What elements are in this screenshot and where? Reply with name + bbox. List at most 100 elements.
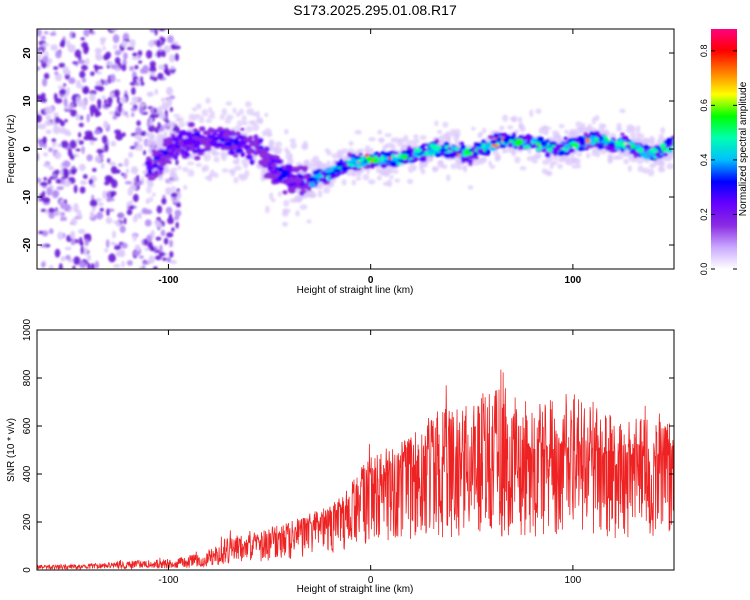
spectrogram-cell <box>157 173 164 181</box>
spectrogram-cell <box>641 138 648 145</box>
spectrogram-cell <box>378 137 385 144</box>
spectrogram-cell <box>629 132 637 140</box>
spectrogram-cell <box>60 202 64 210</box>
spectrogram-cell <box>442 121 449 128</box>
spectrogram-cell <box>124 181 133 185</box>
spectrogram-cell <box>576 152 583 157</box>
spectrogram-cell <box>37 29 42 37</box>
spectrogram-cell <box>454 133 461 139</box>
spectrogram-cell <box>333 168 342 173</box>
spectrogram-cell <box>69 103 74 109</box>
spectrogram-cell <box>195 163 203 167</box>
spectrogram-cell <box>467 155 476 159</box>
spectrogram-cell <box>124 111 128 116</box>
spectrogram-cell <box>203 164 210 172</box>
spectrogram-cell <box>193 145 201 149</box>
spectrogram-cell <box>131 96 139 103</box>
spectrogram-cell <box>83 135 90 141</box>
spectrogram-cell <box>119 225 126 233</box>
spectrogram-cell <box>277 191 282 197</box>
spectrogram-cell <box>76 96 80 105</box>
spectrogram-cell <box>600 139 608 144</box>
spectrogram-cell <box>75 148 81 152</box>
spectrogram-cell <box>153 39 157 46</box>
spectrogram-cell <box>668 151 674 160</box>
spectrogram-cell <box>209 128 216 133</box>
spectrogram-cell <box>336 162 343 168</box>
spectrogram-cell <box>52 173 57 179</box>
spectrogram-cell <box>155 236 162 241</box>
spectrogram-cell <box>337 171 346 175</box>
spectrogram-cell <box>141 265 146 269</box>
spectrogram-cell <box>42 43 50 47</box>
spectrogram-cell <box>127 187 133 196</box>
spectrogram-cell <box>661 147 666 151</box>
spectrogram-cell <box>154 29 158 36</box>
spectrogram-cell <box>292 166 300 171</box>
spectrogram-cell <box>69 139 77 149</box>
spectrogram-cell <box>258 159 264 166</box>
spectrogram-cell <box>102 46 106 51</box>
spectrogram-cell <box>83 247 89 256</box>
spectrogram-cell <box>559 150 565 155</box>
spectrogram-cell <box>531 154 540 160</box>
spectrogram-cell <box>121 40 128 47</box>
spectrogram-cell <box>392 169 399 174</box>
spectrogram-cell <box>89 93 96 102</box>
spectrogram-cell <box>284 147 289 153</box>
spectrogram-cell <box>184 140 190 145</box>
spectrogram-cell <box>419 160 427 168</box>
spectrogram-cell <box>488 160 493 167</box>
spectrogram-cell <box>251 142 260 147</box>
spectrogram-cell <box>37 152 40 162</box>
spectrogram-cell <box>245 125 253 133</box>
spectrogram-cell <box>203 153 211 162</box>
spectrogram-cell <box>660 127 666 134</box>
spectrogram-cell <box>445 131 451 137</box>
spectrogram-cell <box>439 148 448 153</box>
spectrogram-cell <box>63 216 67 222</box>
spectrogram-cell <box>446 174 451 182</box>
spectrogram-cell <box>376 175 382 181</box>
spectrogram-cell <box>323 186 331 194</box>
spectrogram-cell <box>642 167 650 174</box>
spectrogram-cell <box>393 137 399 143</box>
spectrogram-cell <box>69 31 74 39</box>
spectrogram-cell <box>53 93 58 101</box>
spectrogram-cell <box>48 211 55 219</box>
snr-y-tick-label: 1000 <box>22 318 33 341</box>
spectrogram-cell <box>421 143 429 147</box>
spectrogram-cell <box>110 241 116 246</box>
spectrogram-cell <box>471 126 476 131</box>
spectrogram-cell <box>450 163 457 170</box>
spectrogram-cell <box>570 141 576 145</box>
spectrogram-cell <box>348 163 356 167</box>
spectrogram-cell <box>289 158 294 164</box>
spectrogram-cell <box>169 54 175 63</box>
spectrogram-cell <box>665 140 671 146</box>
spectrogram-cell <box>541 129 548 135</box>
spectrogram-cell <box>103 143 109 153</box>
colorbar-tick-label: 0.4 <box>699 154 709 167</box>
spectrogram-cell <box>240 127 245 131</box>
spectrogram-cell <box>72 265 76 269</box>
spectrogram-cell <box>623 158 630 165</box>
spectrogram-cell <box>195 103 202 110</box>
spectrogram-cell <box>161 197 167 205</box>
spectrogram-cell <box>263 152 271 157</box>
spectrogram-cell <box>453 147 460 151</box>
spectrogram-cell <box>149 60 156 68</box>
spectrogram-cell <box>461 159 466 163</box>
spectrogram-cell <box>486 148 491 155</box>
snr-y-label: SNR (10 * v/v) <box>6 418 17 482</box>
spectrogram-cell <box>165 206 173 215</box>
spectrogram-cell <box>152 163 159 168</box>
spectrogram-cell <box>630 150 636 155</box>
spectrogram-cell <box>224 141 233 147</box>
spectrogram-cell <box>137 50 143 57</box>
spectrogram-cell <box>79 70 86 79</box>
spectrogram-cell <box>160 229 166 237</box>
spectrogram-cell <box>649 147 658 154</box>
spectrogram-cell <box>214 142 223 147</box>
spectrogram-cell <box>271 155 280 160</box>
